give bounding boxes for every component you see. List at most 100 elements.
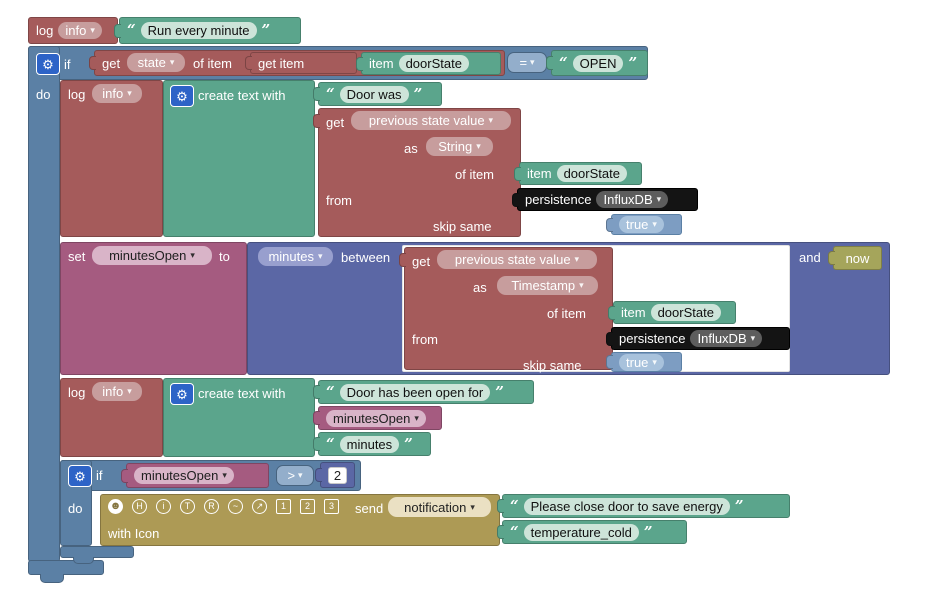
action-2-icon[interactable]: 2	[300, 499, 315, 514]
log-level-dropdown[interactable]: info ▾	[92, 84, 142, 103]
persistence-label: persistence	[619, 331, 686, 346]
chevron-down-icon: ▾	[318, 251, 323, 261]
info-icon[interactable]: i	[156, 499, 171, 514]
number-block[interactable]: 2	[315, 462, 355, 488]
persistence-service-dropdown[interactable]: InfluxDB ▾	[690, 330, 763, 347]
close-quote-icon: ”	[628, 53, 638, 72]
persistence-service-block[interactable]: persistence InfluxDB ▾	[606, 327, 790, 350]
comparison-operator-dropdown[interactable]: = ▾	[507, 52, 547, 73]
variable-dropdown[interactable]: minutesOpen ▾	[92, 246, 212, 265]
item-block-doorstate[interactable]: item doorState	[608, 301, 736, 324]
variable-dropdown[interactable]: minutesOpen ▾	[134, 467, 234, 484]
now-block[interactable]: now	[828, 246, 882, 270]
selector-dropdown[interactable]: previous state value ▾	[351, 111, 511, 130]
action-1-icon[interactable]: 1	[276, 499, 291, 514]
persistence-service-dropdown[interactable]: InfluxDB ▾	[596, 191, 669, 208]
action-3-icon[interactable]: 3	[324, 499, 339, 514]
chevron-down-icon: ▾	[579, 280, 584, 290]
mutator-gear-icon[interactable]: ⚙	[68, 465, 92, 487]
and-label: and	[799, 250, 821, 265]
string-input[interactable]: Please close door to save energy	[523, 497, 730, 515]
chevron-down-icon: ▾	[127, 386, 132, 396]
item-name-input[interactable]: doorState	[650, 304, 721, 321]
mutator-gear-icon[interactable]: ⚙	[36, 53, 60, 75]
if-label: if	[64, 57, 71, 72]
outer-if-block-spine[interactable]	[28, 46, 60, 562]
variable-dropdown[interactable]: minutesOpen ▾	[326, 409, 426, 427]
string-block-notification-message[interactable]: “ Please close door to save energy ”	[497, 494, 790, 518]
string-input[interactable]: Door was	[339, 85, 409, 103]
skip-same-label: skip same	[523, 358, 582, 373]
number-input[interactable]: 2	[327, 466, 348, 484]
chevron-down-icon: ▾	[488, 115, 494, 125]
chevron-down-icon: ▾	[750, 333, 756, 343]
string-input[interactable]: Run every minute	[140, 22, 257, 39]
reference-icon[interactable]: R	[204, 499, 219, 514]
string-input[interactable]: temperature_cold	[523, 523, 639, 541]
boolean-block-true[interactable]: true ▾	[606, 214, 682, 235]
media-icon[interactable]: ~	[228, 499, 243, 514]
log-level-dropdown[interactable]: info ▾	[92, 382, 142, 401]
of-item-label: of item	[193, 56, 233, 71]
get-label: get	[102, 56, 121, 71]
item-block-doorstate[interactable]: item doorState	[356, 52, 501, 75]
chevron-down-icon: ▾	[169, 57, 175, 67]
boolean-block-true[interactable]: true ▾	[606, 352, 682, 372]
selector-dropdown[interactable]: previous state value ▾	[437, 250, 597, 269]
open-quote-icon: “	[127, 21, 136, 39]
mutator-gear-icon[interactable]: ⚙	[170, 85, 194, 107]
mutator-gear-icon[interactable]: ⚙	[170, 383, 194, 405]
notification-type-dropdown[interactable]: notification ▾	[388, 497, 491, 517]
state-dropdown[interactable]: state ▾	[127, 53, 185, 72]
chevron-down-icon: ▾	[127, 88, 132, 98]
title-icon[interactable]: T	[180, 499, 195, 514]
with-icon-label: with Icon	[108, 526, 160, 541]
string-input[interactable]: minutes	[339, 435, 400, 453]
close-quote-icon: ”	[413, 84, 423, 103]
log-label: log	[68, 385, 86, 400]
type-dropdown[interactable]: Timestamp ▾	[497, 276, 598, 295]
string-block-door-open-for[interactable]: “ Door has been open for ”	[313, 380, 534, 404]
inner-if-block-bottom[interactable]	[60, 546, 134, 558]
chevron-down-icon: ▾	[656, 194, 662, 204]
log-level-dropdown[interactable]: info ▾	[58, 22, 102, 39]
type-dropdown[interactable]: String ▾	[426, 137, 493, 156]
close-quote-icon: ”	[495, 382, 504, 401]
log-block-a[interactable]	[60, 80, 163, 237]
of-item-label: of item	[547, 306, 587, 321]
string-block-minutes[interactable]: “ minutes ”	[313, 432, 431, 456]
skip-same-label: skip same	[433, 219, 492, 234]
string-block-open[interactable]: “ OPEN ”	[546, 50, 648, 76]
chevron-down-icon: ▾	[190, 250, 195, 260]
item-block-doorstate[interactable]: item doorState	[514, 162, 642, 185]
boolean-dropdown[interactable]: true ▾	[619, 216, 664, 233]
as-label: as	[404, 141, 418, 156]
boolean-dropdown[interactable]: true ▾	[619, 353, 664, 371]
string-input[interactable]: OPEN	[572, 54, 624, 72]
variable-block-minutesopen[interactable]: minutesOpen ▾	[121, 463, 269, 488]
action-icon[interactable]: ↗	[252, 499, 267, 514]
of-item-label: of item	[455, 167, 495, 182]
unit-dropdown[interactable]: minutes ▾	[258, 247, 333, 266]
item-name-input[interactable]: doorState	[398, 55, 469, 72]
do-label: do	[68, 501, 83, 516]
string-block-door-was[interactable]: “ Door was ”	[313, 82, 442, 106]
string-input[interactable]: Door has been open for	[339, 383, 491, 401]
set-label: set	[68, 249, 86, 264]
hide-icon[interactable]: H	[132, 499, 147, 514]
variable-block-minutesopen[interactable]: minutesOpen ▾	[313, 406, 442, 430]
string-block-run-every-minute[interactable]: “ Run every minute ”	[114, 17, 301, 44]
open-quote-icon: “	[510, 496, 519, 515]
close-quote-icon: ”	[643, 522, 653, 541]
item-name-input[interactable]: doorState	[556, 165, 627, 182]
chevron-down-icon: ▾	[470, 501, 475, 512]
persistence-service-block[interactable]: persistence InfluxDB ▾	[512, 188, 698, 211]
close-quote-icon: ”	[404, 434, 413, 453]
open-quote-icon: “	[326, 84, 335, 103]
log-block-top[interactable]: log info ▾	[28, 17, 118, 44]
get-item-block[interactable]: get item	[245, 52, 357, 74]
user-icon[interactable]: ☻	[108, 499, 123, 514]
string-block-notification-icon[interactable]: “ temperature_cold ”	[497, 520, 687, 544]
comparison-operator-dropdown[interactable]: > ▾	[276, 465, 314, 486]
